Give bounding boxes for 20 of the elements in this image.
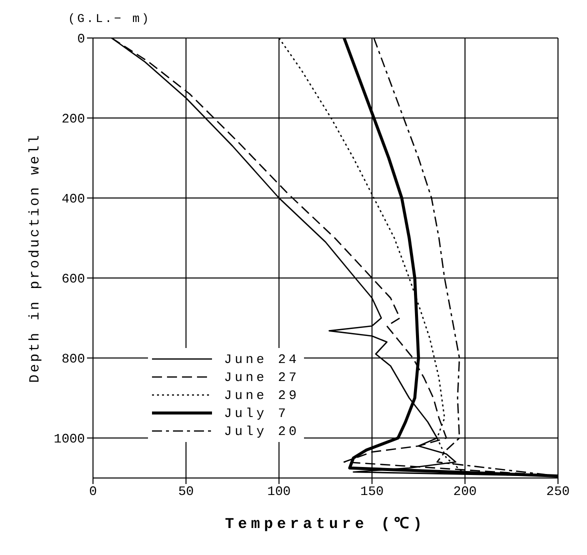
y-tick-label: 800 xyxy=(62,352,85,367)
text: (G.L.− m) xyxy=(68,12,151,26)
x-tick-label: 200 xyxy=(453,484,477,500)
legend-label: June 29 xyxy=(224,388,300,402)
legend-label: June 24 xyxy=(224,352,300,366)
y-tick-label: 200 xyxy=(62,112,85,127)
y-tick-label: 400 xyxy=(62,192,85,207)
x-tick-label: 150 xyxy=(360,484,384,500)
x-tick-label: 50 xyxy=(178,484,194,500)
x-tick-label: 0 xyxy=(89,484,97,500)
y-tick-label: 0 xyxy=(77,32,85,47)
y-tick-label: 1000 xyxy=(54,432,85,447)
x-tick-label: 100 xyxy=(267,484,291,500)
x-tick-label: 250 xyxy=(546,484,570,500)
legend-label: June 27 xyxy=(224,370,300,384)
y-tick-label: 600 xyxy=(62,272,85,287)
y-axis-title: Depth in production well xyxy=(27,133,44,383)
legend-label: July 7 xyxy=(224,406,289,420)
x-axis-title: Temperature (℃) xyxy=(224,516,426,533)
legend-label: July 20 xyxy=(224,424,300,438)
